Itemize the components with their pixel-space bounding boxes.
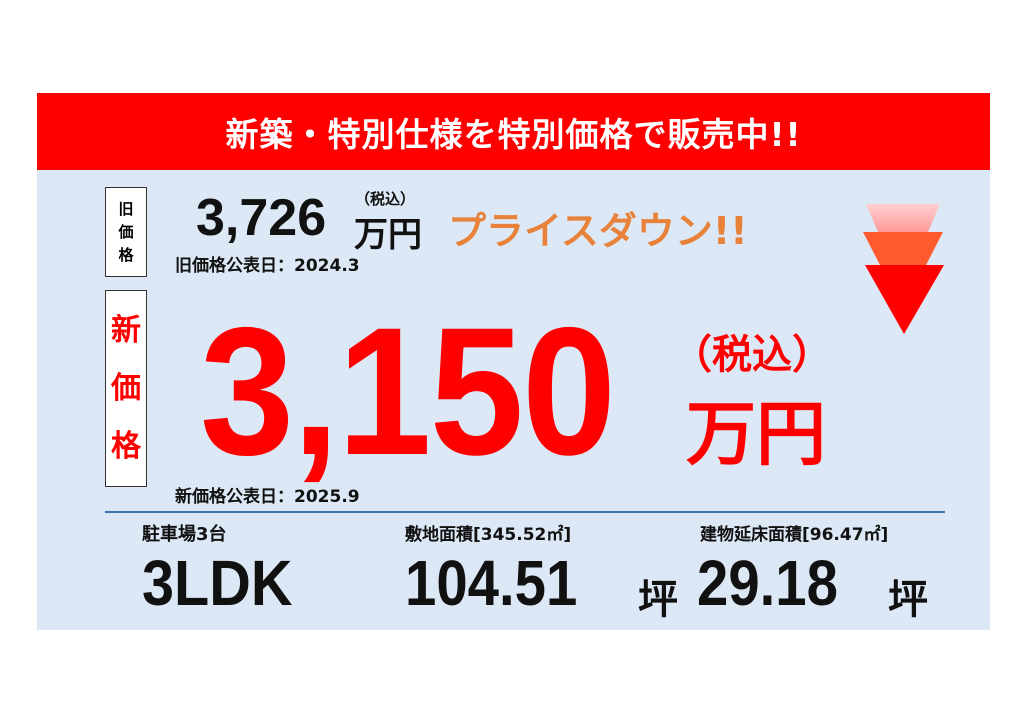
arrow-top-icon [866,204,940,232]
arrow-middle-icon [863,232,943,265]
new-price-label: 新 価 格 [105,290,147,487]
price-down-text: プライスダウン!! [448,209,748,253]
spec-parking-label: 駐車場3台 [142,524,227,545]
old-price-label-char: 旧 [118,199,134,218]
old-price-value: 3,726 [196,189,327,247]
arrow-bottom-icon [865,265,944,334]
flyer-panel [37,93,990,630]
spec-floor-area-value: 29.18 [697,547,838,619]
spec-floor-area-unit: 坪 [888,577,928,623]
new-price-date: 新価格公表日：2025.9 [175,487,360,507]
headline-text: 新築・特別仕様を特別価格で販売中!! [225,114,802,154]
new-price-tax-note: （税込） [672,332,832,378]
spec-land-area-unit: 坪 [638,577,678,623]
headline-banner: 新築・特別仕様を特別価格で販売中!! [37,93,990,170]
new-price-unit: 万円 [686,393,826,475]
old-price-label: 旧 価 格 [105,187,147,277]
new-price-value: 3,150 [200,289,616,493]
stacked-down-arrows-icon [863,204,944,334]
divider [105,511,945,513]
new-price-label-char: 価 [111,370,141,406]
old-price-unit: 万円 [354,215,422,255]
new-price-label-char: 新 [111,312,141,348]
spec-floor-area-label: 建物延床面積[96.47㎡] [700,525,889,545]
new-price-label-char: 格 [111,428,141,464]
old-price-label-char: 価 [118,222,134,241]
old-price-tax-note: （税込） [355,190,416,208]
old-price-date: 旧価格公表日：2024.3 [175,256,360,276]
spec-land-area-label: 敷地面積[345.52㎡] [405,525,572,545]
spec-layout-value: 3LDK [142,547,293,619]
spec-land-area-value: 104.51 [405,547,578,619]
old-price-label-char: 格 [118,245,134,264]
